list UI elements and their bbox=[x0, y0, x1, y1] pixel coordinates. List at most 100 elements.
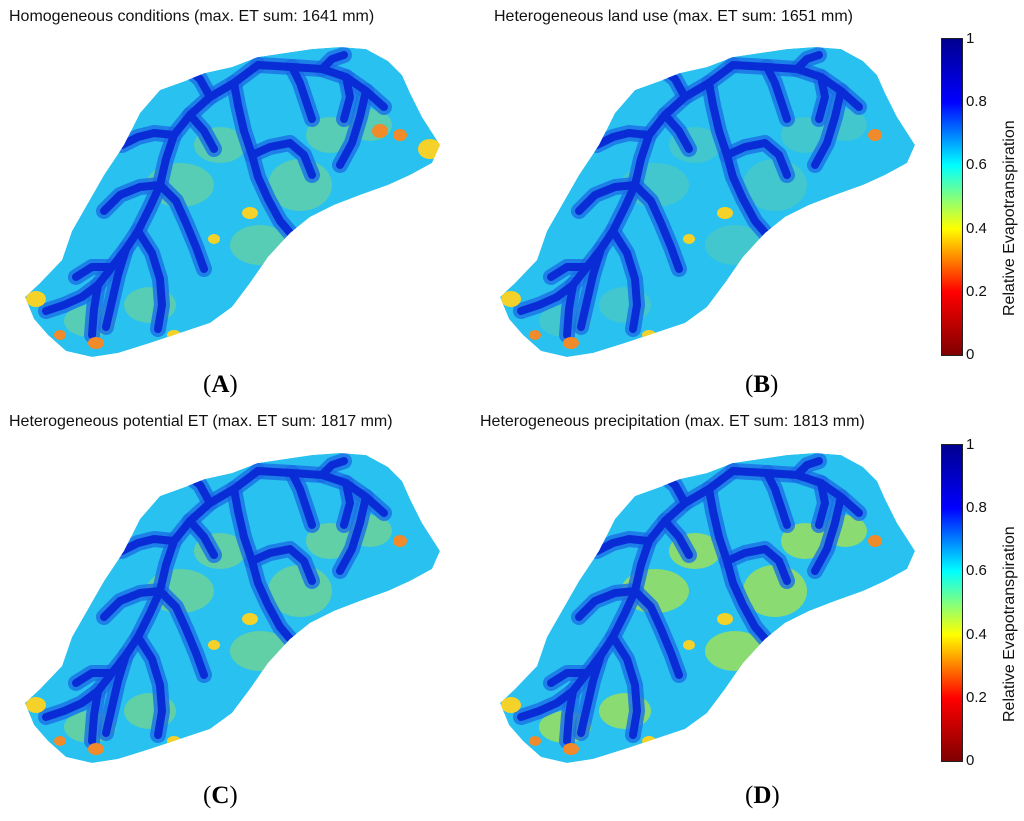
stream-channel bbox=[705, 485, 771, 645]
stream-channel bbox=[102, 245, 130, 331]
stream-channel bbox=[42, 61, 262, 315]
stream-channel bbox=[563, 281, 577, 339]
catchment-group bbox=[25, 47, 440, 357]
stream-channel bbox=[593, 129, 653, 149]
panel-c-title: Heterogeneous potential ET (max. ET sum:… bbox=[9, 413, 393, 430]
panel-a-letter: (A) bbox=[203, 371, 238, 398]
stream-channel bbox=[72, 669, 116, 687]
colorbar-bottom-label: Relative Evapotranspiration bbox=[1001, 526, 1018, 722]
stream-channel bbox=[100, 181, 164, 215]
panel-b-letter: (B) bbox=[745, 371, 779, 398]
low-et-patch bbox=[54, 736, 66, 746]
catchment-group bbox=[25, 453, 440, 763]
low-et-patch bbox=[167, 736, 181, 746]
stream-channel bbox=[88, 687, 102, 745]
panel-d-title: Heterogeneous precipitation (max. ET sum… bbox=[480, 413, 865, 430]
stream-channel bbox=[42, 467, 262, 721]
low-et-patch bbox=[683, 640, 695, 650]
low-et-patch bbox=[167, 330, 181, 340]
stream-channel bbox=[134, 633, 166, 739]
stream-channel bbox=[609, 227, 641, 333]
stream-channel bbox=[661, 111, 693, 153]
stream-channel bbox=[577, 245, 605, 331]
stream-channel bbox=[815, 479, 829, 529]
colorbar-top-tick: 1 bbox=[966, 30, 975, 47]
stream-channel bbox=[248, 545, 316, 585]
stream-channel bbox=[723, 545, 791, 585]
low-et-patch bbox=[642, 736, 656, 746]
low-et-patch bbox=[563, 743, 579, 755]
low-et-patch bbox=[208, 234, 220, 244]
stream-channel bbox=[547, 263, 591, 281]
low-et-patch bbox=[501, 291, 521, 307]
stream-channel bbox=[575, 587, 639, 621]
stream-channel bbox=[793, 457, 823, 479]
low-et-patch bbox=[501, 697, 521, 713]
low-et-patch bbox=[529, 330, 541, 340]
panel-b-title: Heterogeneous land use (max. ET sum: 165… bbox=[494, 8, 853, 25]
stream-channel bbox=[156, 181, 208, 273]
panel-a-map bbox=[25, 47, 440, 357]
stream-channel bbox=[631, 587, 683, 679]
low-et-patch bbox=[642, 330, 656, 340]
low-et-patch bbox=[208, 640, 220, 650]
stream-channel bbox=[336, 87, 370, 169]
colorbar-bottom-tick: 0 bbox=[966, 752, 975, 769]
panel-c-map bbox=[25, 453, 440, 763]
stream-channel bbox=[563, 687, 577, 745]
low-et-patch bbox=[372, 124, 388, 138]
low-et-patch bbox=[242, 207, 258, 219]
stream-channel bbox=[577, 651, 605, 737]
stream-channel bbox=[134, 227, 166, 333]
colorbar-bottom-tick: 0.2 bbox=[966, 689, 987, 706]
catchment-area bbox=[500, 47, 915, 357]
colorbar-bottom-tick: 0.6 bbox=[966, 562, 987, 579]
stream-channel bbox=[230, 485, 296, 645]
low-et-patch bbox=[54, 330, 66, 340]
stream-channel bbox=[811, 87, 845, 169]
low-et-patch bbox=[88, 743, 104, 755]
stream-channel bbox=[340, 73, 354, 123]
stream-channel bbox=[340, 479, 354, 529]
stream-channel bbox=[547, 669, 591, 687]
stream-channel bbox=[723, 139, 791, 179]
colorbar-top-tick: 0.4 bbox=[966, 220, 987, 237]
stream-channel bbox=[763, 63, 791, 123]
stream-channel bbox=[517, 61, 737, 315]
low-et-patch bbox=[393, 129, 407, 141]
low-et-patch bbox=[717, 207, 733, 219]
low-et-patch bbox=[26, 697, 46, 713]
stream-channel bbox=[230, 79, 296, 239]
low-et-patch bbox=[88, 337, 104, 349]
panel-a-title: Homogeneous conditions (max. ET sum: 164… bbox=[9, 8, 375, 25]
low-et-patch bbox=[393, 535, 407, 547]
colorbar-bottom-tick: 0.4 bbox=[966, 626, 987, 643]
stream-channel bbox=[186, 517, 218, 559]
low-et-patch bbox=[868, 129, 882, 141]
stream-channel bbox=[593, 535, 653, 555]
panel-d-map bbox=[500, 453, 915, 763]
low-et-patch bbox=[683, 234, 695, 244]
catchment-group bbox=[500, 47, 915, 357]
stream-channel bbox=[156, 587, 208, 679]
colorbar-top-gradient bbox=[941, 38, 963, 356]
low-et-patch bbox=[563, 337, 579, 349]
stream-channel bbox=[318, 457, 348, 479]
stream-channel bbox=[763, 469, 791, 529]
stream-channel bbox=[102, 651, 130, 737]
low-et-patch bbox=[717, 613, 733, 625]
stream-channel bbox=[609, 633, 641, 739]
colorbar-top-label: Relative Evapotranspiration bbox=[1001, 120, 1018, 316]
stream-channel bbox=[100, 587, 164, 621]
stream-channel bbox=[631, 181, 683, 273]
stream-channel bbox=[705, 79, 771, 239]
stream-channel bbox=[793, 51, 823, 73]
low-et-patch bbox=[242, 613, 258, 625]
stream-channel bbox=[811, 493, 845, 575]
stream-channel bbox=[661, 517, 693, 559]
stream-channel bbox=[288, 63, 316, 123]
colorbar-bottom-tick: 0.8 bbox=[966, 499, 987, 516]
low-et-patch bbox=[868, 535, 882, 547]
panel-b-map bbox=[500, 47, 915, 357]
